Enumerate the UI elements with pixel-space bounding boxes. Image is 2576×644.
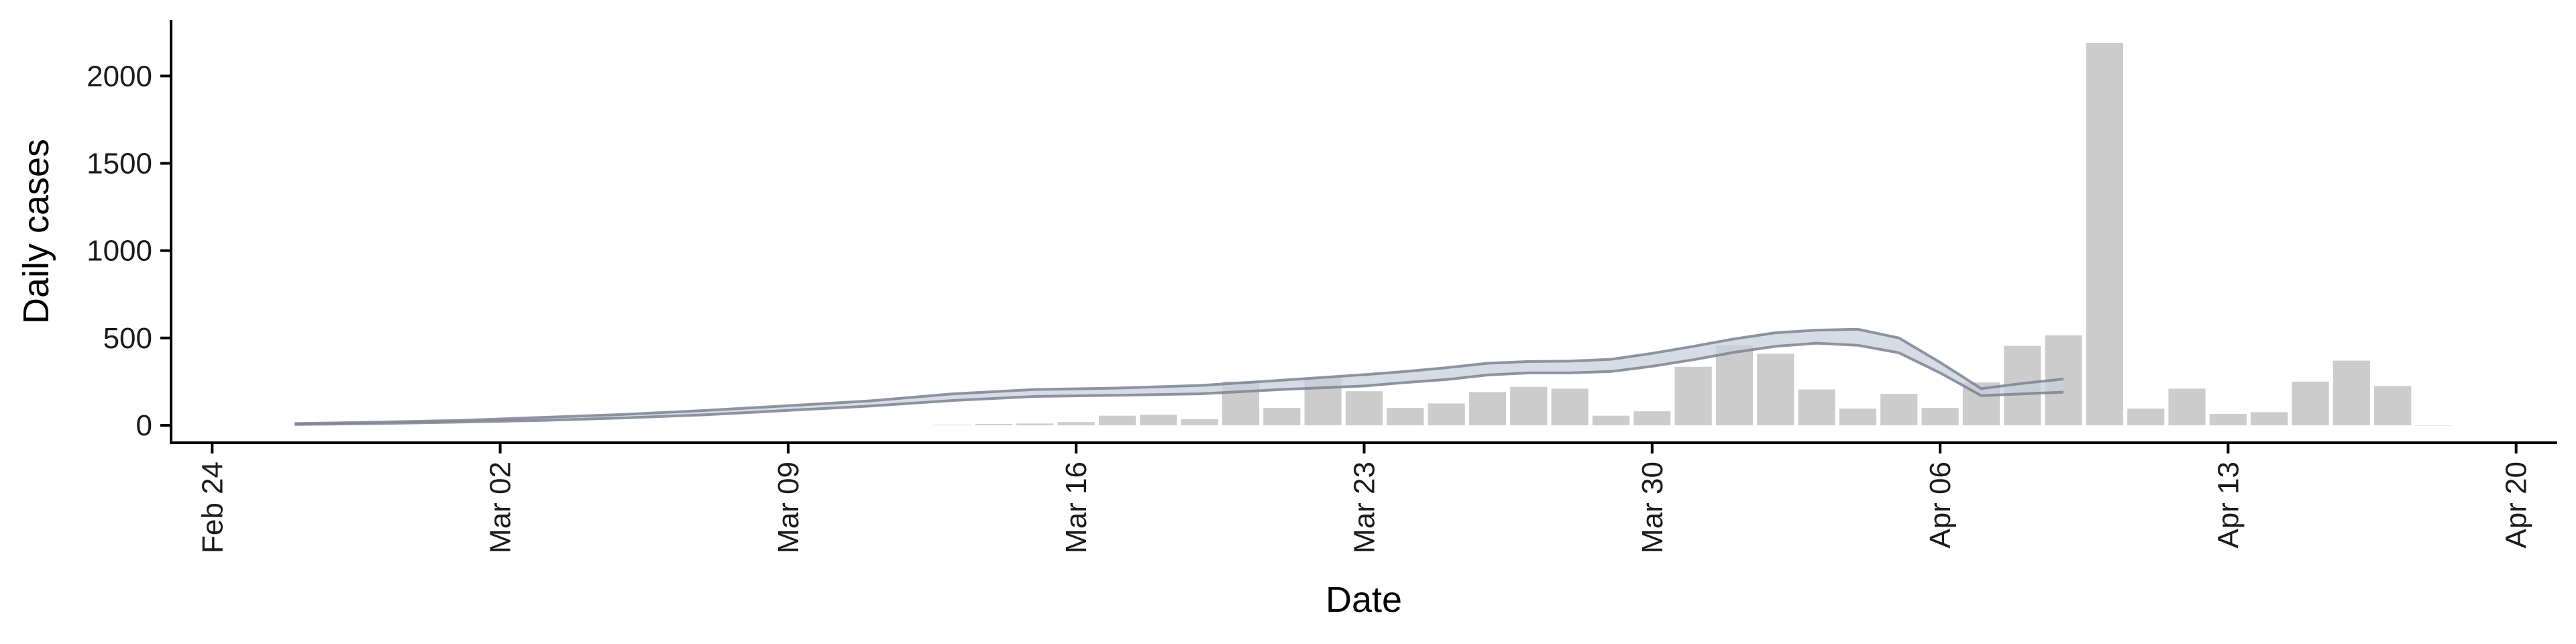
- x-tick-label: Mar 23: [1348, 462, 1381, 553]
- bar: [1798, 389, 1835, 425]
- x-tick-label: Feb 24: [196, 462, 229, 553]
- bars-layer: [934, 42, 2453, 426]
- bar: [1428, 403, 1465, 425]
- bar: [2127, 409, 2165, 425]
- bar: [975, 423, 1013, 425]
- y-axis-title: Daily cases: [16, 139, 56, 324]
- x-tick-label: Apr 13: [2212, 462, 2245, 549]
- y-tick-label: 500: [103, 322, 152, 355]
- bar: [1468, 392, 1507, 425]
- bar: [2209, 414, 2247, 425]
- estimate-band: [294, 329, 2064, 425]
- bar: [1880, 394, 1918, 425]
- bar: [2251, 412, 2288, 425]
- y-tick-label: 0: [136, 409, 152, 442]
- bar: [1387, 407, 1424, 425]
- bar: [2086, 42, 2123, 425]
- bar: [1263, 407, 1301, 425]
- y-tick-label: 1500: [87, 148, 152, 180]
- x-tick-label: Mar 30: [1636, 462, 1669, 553]
- y-tick-label: 2000: [87, 60, 152, 93]
- estimate-band-layer: [294, 327, 2064, 426]
- bar: [2292, 381, 2329, 425]
- bar: [1140, 415, 1177, 425]
- x-tick-label: Mar 09: [772, 462, 805, 553]
- bar: [1057, 422, 1095, 425]
- bar: [1345, 391, 1383, 425]
- x-ticks: Feb 24 Mar 02 Mar 09 Mar 16 Mar 23 Mar 30 Apr …: [196, 443, 2533, 553]
- bar: [2374, 386, 2412, 425]
- x-tick-label: Apr 06: [1924, 462, 1957, 549]
- estimate-band-lower-line: [294, 341, 2064, 426]
- bar: [1757, 354, 1794, 425]
- bar: [1592, 415, 1630, 425]
- y-ticks: 0 500 1000 1500 2000: [87, 60, 171, 442]
- x-tick-label: Mar 02: [484, 462, 517, 553]
- estimate-band-upper-line: [294, 327, 2064, 425]
- y-tick-label: 1000: [87, 235, 152, 268]
- x-tick-label: Mar 16: [1060, 462, 1093, 553]
- bar: [1839, 409, 1877, 425]
- bar: [2332, 360, 2370, 425]
- bar: [2415, 425, 2453, 426]
- bar: [1181, 419, 1218, 425]
- bar: [1674, 366, 1712, 425]
- bar: [1510, 386, 1548, 425]
- x-tick-label: Apr 20: [2500, 462, 2533, 549]
- bar: [1551, 388, 1589, 425]
- bar: [1098, 415, 1136, 425]
- bar: [1016, 423, 1054, 425]
- bar: [1921, 407, 1959, 425]
- bar: [2168, 388, 2206, 425]
- bar: [1715, 345, 1754, 425]
- bar: [1633, 411, 1671, 425]
- x-axis-title: Date: [1326, 580, 1402, 620]
